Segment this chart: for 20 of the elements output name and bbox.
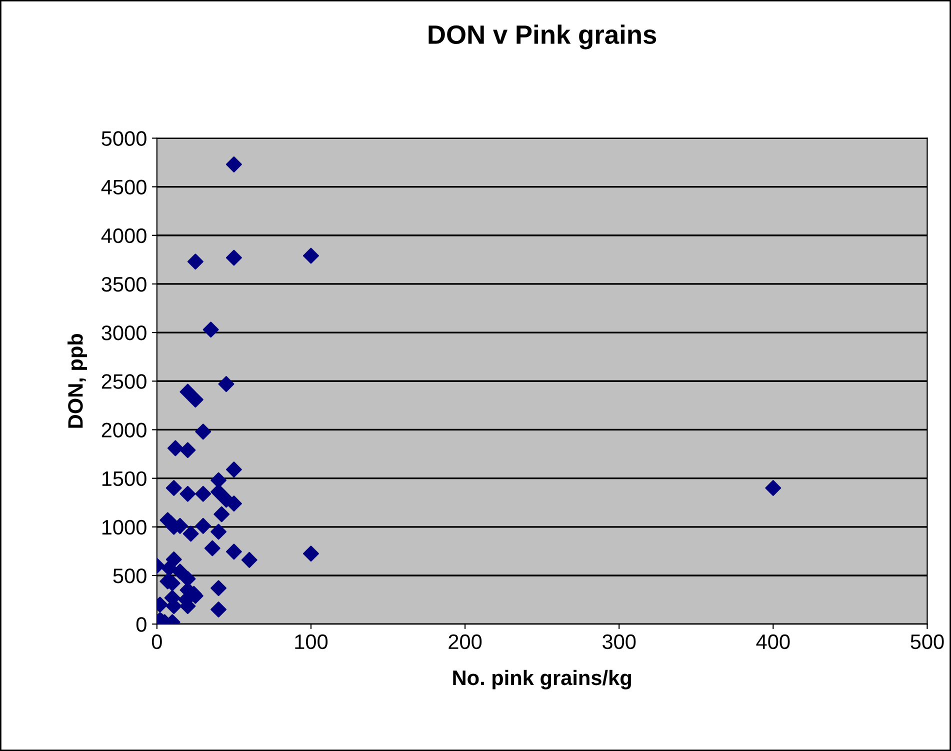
y-tick-label: 4500 [101, 180, 146, 195]
y-tick-label: 0 [136, 617, 146, 632]
y-tick-label: 2500 [102, 374, 146, 389]
y-tick-label: 1500 [102, 471, 146, 486]
x-axis-title: No. pink grains/kg [453, 670, 631, 690]
y-tick-label: 3000 [102, 326, 146, 340]
y-tick-label: 2000 [102, 422, 146, 438]
y-tick-label: 4000 [101, 228, 146, 244]
x-tick-label: 300 [602, 634, 636, 650]
y-tick-label: 500 [113, 568, 146, 584]
x-tick-label: 200 [448, 634, 482, 650]
chart-title: DON v Pink grains [428, 24, 656, 50]
y-tick-label: 1000 [102, 520, 146, 535]
y-tick-label: 3500 [102, 276, 146, 292]
y-tick-label: 5000 [102, 131, 146, 146]
y-axis-title: DON, ppb [68, 334, 87, 428]
x-tick-label: 500 [910, 634, 944, 650]
x-tick-label: 0 [152, 634, 162, 650]
x-tick-label: 100 [295, 634, 328, 650]
x-tick-label: 400 [756, 634, 790, 650]
